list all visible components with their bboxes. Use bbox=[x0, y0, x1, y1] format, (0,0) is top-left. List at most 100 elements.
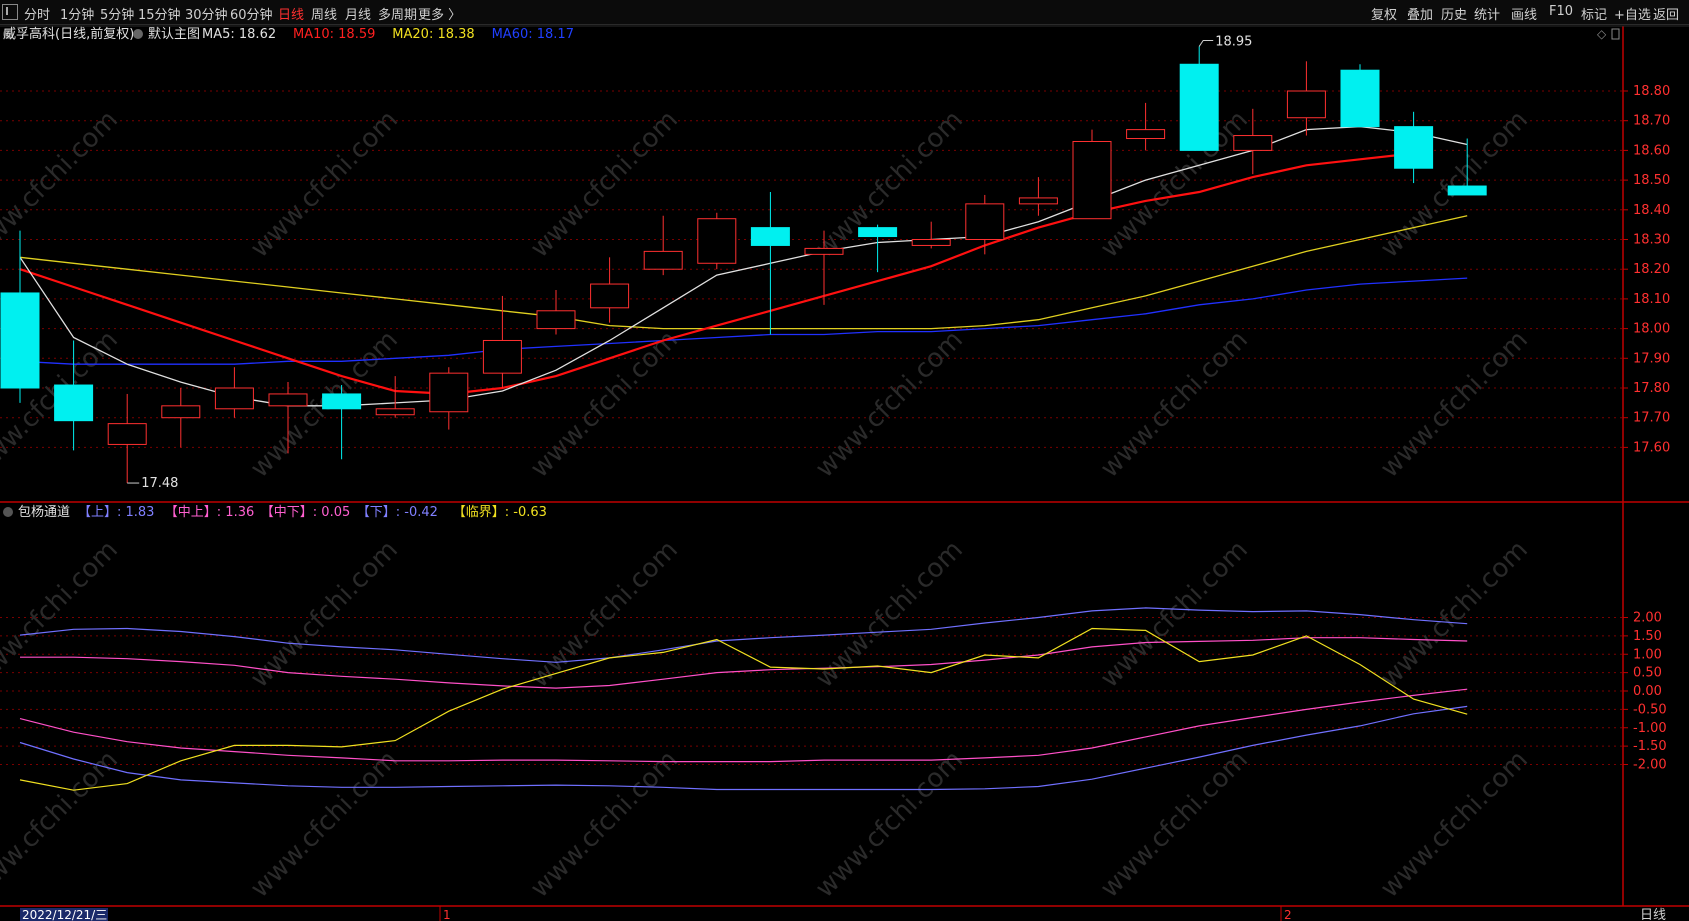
price-tick-label: 18.40 bbox=[1633, 203, 1670, 218]
candle-body[interactable] bbox=[214, 387, 254, 410]
candle-body[interactable] bbox=[375, 408, 415, 416]
candle-body[interactable] bbox=[536, 310, 576, 330]
collapse-icon[interactable] bbox=[3, 29, 13, 39]
channel-upper-line bbox=[19, 607, 1468, 663]
candle-body[interactable] bbox=[54, 384, 94, 422]
price-tick-label: 18.60 bbox=[1633, 143, 1670, 158]
watermark: www.cfchi.com bbox=[1095, 535, 1254, 694]
toolbar-button-6[interactable]: 标记 bbox=[1581, 8, 1608, 23]
channel-midlower-line bbox=[19, 688, 1468, 763]
ma-legend-2: MA20: 18.38 bbox=[392, 27, 474, 42]
candle-body[interactable] bbox=[161, 405, 201, 419]
candle-body[interactable] bbox=[322, 393, 362, 410]
x-mark-label: 2 bbox=[1284, 908, 1292, 921]
watermark: www.cfchi.com bbox=[810, 745, 969, 904]
channel-midupper-line bbox=[20, 637, 1468, 689]
candle-body[interactable] bbox=[1072, 140, 1112, 220]
candle-body[interactable] bbox=[1286, 90, 1326, 119]
candle-body[interactable] bbox=[590, 283, 630, 309]
tab-6[interactable]: 日线 bbox=[278, 8, 305, 23]
home-icon[interactable] bbox=[2, 4, 18, 20]
tab-5[interactable]: 60分钟 bbox=[230, 8, 273, 23]
tab-7[interactable]: 周线 bbox=[311, 8, 338, 23]
price-tick-label: 17.70 bbox=[1633, 411, 1670, 426]
toolbar-button-5[interactable]: F10 bbox=[1549, 4, 1574, 19]
candle-body[interactable] bbox=[1126, 129, 1166, 140]
tab-8[interactable]: 月线 bbox=[345, 8, 372, 23]
candle-body[interactable] bbox=[1179, 63, 1219, 151]
candle-body[interactable] bbox=[268, 393, 308, 407]
toolbar-button-7[interactable]: +自选 bbox=[1614, 8, 1651, 23]
candle-body[interactable] bbox=[911, 239, 951, 246]
price-tick-label: 17.90 bbox=[1633, 351, 1670, 366]
tab-0[interactable]: 分时 bbox=[24, 8, 51, 23]
candle-body[interactable] bbox=[107, 423, 147, 445]
watermark: www.cfchi.com bbox=[525, 325, 684, 484]
toolbar-button-4[interactable]: 画线 bbox=[1511, 8, 1538, 23]
candle-body[interactable] bbox=[1018, 197, 1058, 205]
indicator-collapse-icon[interactable] bbox=[3, 507, 13, 517]
price-tick-label: 18.10 bbox=[1633, 292, 1670, 307]
candle-body[interactable] bbox=[1394, 126, 1434, 169]
candle-body[interactable] bbox=[643, 250, 683, 270]
candle-body[interactable] bbox=[429, 372, 469, 413]
toolbar-button-8[interactable]: 返回 bbox=[1653, 8, 1680, 23]
ma-legend-0: MA5: 18.62 bbox=[202, 27, 276, 42]
watermark: www.cfchi.com bbox=[245, 745, 404, 904]
indicator-tick-label: -1.50 bbox=[1633, 739, 1667, 754]
panel-toggle-icon[interactable] bbox=[1611, 28, 1620, 40]
candle-body[interactable] bbox=[482, 339, 522, 374]
tab-9[interactable]: 多周期 bbox=[378, 8, 418, 23]
candle-body[interactable] bbox=[1340, 69, 1380, 128]
main-title: 威孚高科(日线,前复权) bbox=[3, 26, 134, 42]
indicator-tick-label: 2.00 bbox=[1633, 611, 1662, 626]
main-template: 默认主图 bbox=[148, 26, 200, 42]
candle-body[interactable] bbox=[750, 227, 790, 246]
low-label: 17.48 bbox=[141, 476, 178, 491]
ma10-line bbox=[19, 152, 1414, 396]
candle-body[interactable] bbox=[1233, 135, 1273, 151]
ma20-line bbox=[19, 215, 1468, 330]
toolbar-button-3[interactable]: 统计 bbox=[1474, 8, 1501, 23]
watermark: www.cfchi.com bbox=[525, 105, 684, 264]
indicator-tick-label: 0.00 bbox=[1633, 684, 1662, 699]
tab-10[interactable]: 更多 〉 bbox=[418, 8, 462, 23]
toolbar-button-0[interactable]: 复权 bbox=[1371, 8, 1398, 23]
watermark: www.cfchi.com bbox=[1375, 325, 1534, 484]
tab-3[interactable]: 15分钟 bbox=[138, 8, 181, 23]
indicator-tick-label: 0.50 bbox=[1633, 666, 1662, 681]
candle-body[interactable] bbox=[0, 292, 40, 389]
watermark: www.cfchi.com bbox=[1375, 535, 1534, 694]
tab-4[interactable]: 30分钟 bbox=[185, 8, 228, 23]
indicator-legend-3: 【下】: -0.42 bbox=[357, 505, 438, 520]
diamond-icon: ◇ bbox=[1597, 27, 1607, 41]
toolbar-button-2[interactable]: 历史 bbox=[1441, 8, 1468, 23]
price-tick-label: 18.00 bbox=[1633, 322, 1670, 337]
indicator-tick-label: -2.00 bbox=[1633, 758, 1667, 773]
watermark: www.cfchi.com bbox=[0, 745, 124, 904]
candle-body[interactable] bbox=[858, 227, 898, 238]
candle-body[interactable] bbox=[965, 203, 1005, 240]
template-icon[interactable] bbox=[133, 29, 143, 39]
ma-legend-1: MA10: 18.59 bbox=[293, 27, 375, 42]
candle-body[interactable] bbox=[804, 247, 844, 255]
date-label-bg bbox=[20, 908, 108, 921]
watermark: www.cfchi.com bbox=[1095, 325, 1254, 484]
watermark: www.cfchi.com bbox=[1375, 745, 1534, 904]
high-marker-arrow bbox=[1198, 39, 1214, 47]
toolbar-button-1[interactable]: 叠加 bbox=[1407, 8, 1434, 23]
watermark: www.cfchi.com bbox=[525, 535, 684, 694]
price-tick-label: 18.50 bbox=[1633, 173, 1670, 188]
price-tick-label: 18.70 bbox=[1633, 114, 1670, 129]
candle-body[interactable] bbox=[1447, 185, 1487, 196]
candle-body[interactable] bbox=[697, 218, 737, 264]
indicator-tick-label: 1.00 bbox=[1633, 647, 1662, 662]
price-tick-label: 18.30 bbox=[1633, 233, 1670, 248]
watermark: www.cfchi.com bbox=[0, 535, 124, 694]
indicator-tick-label: -0.50 bbox=[1633, 702, 1667, 717]
indicator-legend-1: 【中上】: 1.36 bbox=[165, 505, 254, 520]
watermark: www.cfchi.com bbox=[525, 745, 684, 904]
tab-2[interactable]: 5分钟 bbox=[100, 8, 135, 23]
tab-1[interactable]: 1分钟 bbox=[60, 8, 95, 23]
